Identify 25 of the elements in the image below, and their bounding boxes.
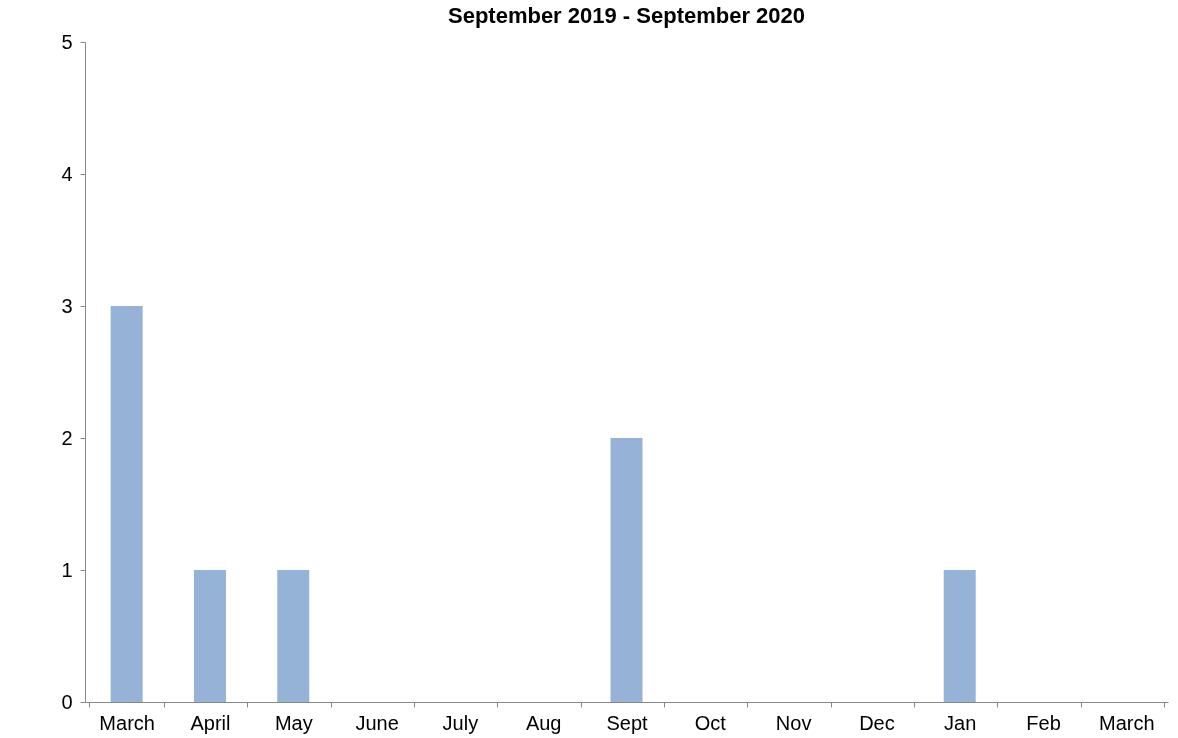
x-tick-label: March — [99, 711, 155, 734]
y-tick-label: 5 — [61, 30, 73, 53]
x-tick-label: Feb — [1026, 711, 1061, 734]
chart-title: September 2019 - September 2020 — [447, 3, 806, 28]
x-tick-label: Jan — [944, 711, 977, 734]
x-tick-label: Sept — [606, 711, 649, 734]
bar — [943, 570, 976, 702]
x-tick-label: July — [442, 711, 479, 734]
bar — [110, 306, 143, 702]
bar — [277, 570, 310, 702]
x-tick-label: Aug — [525, 711, 562, 734]
y-tick-label: 2 — [61, 426, 73, 449]
y-tick-label: 4 — [61, 162, 73, 185]
x-tick-label: Dec — [859, 711, 895, 734]
x-tick-label: Nov — [775, 711, 812, 734]
bar — [193, 570, 226, 702]
x-tick-label: Oct — [694, 711, 727, 734]
x-tick-label: April — [190, 711, 231, 734]
x-tick-label: March — [1099, 711, 1155, 734]
y-tick-label: 3 — [61, 294, 73, 317]
y-tick-label: 1 — [61, 558, 73, 581]
x-tick-label: June — [355, 711, 399, 734]
x-tick-label: May — [274, 711, 313, 734]
y-tick-label: 0 — [61, 690, 73, 713]
bar — [610, 438, 643, 702]
